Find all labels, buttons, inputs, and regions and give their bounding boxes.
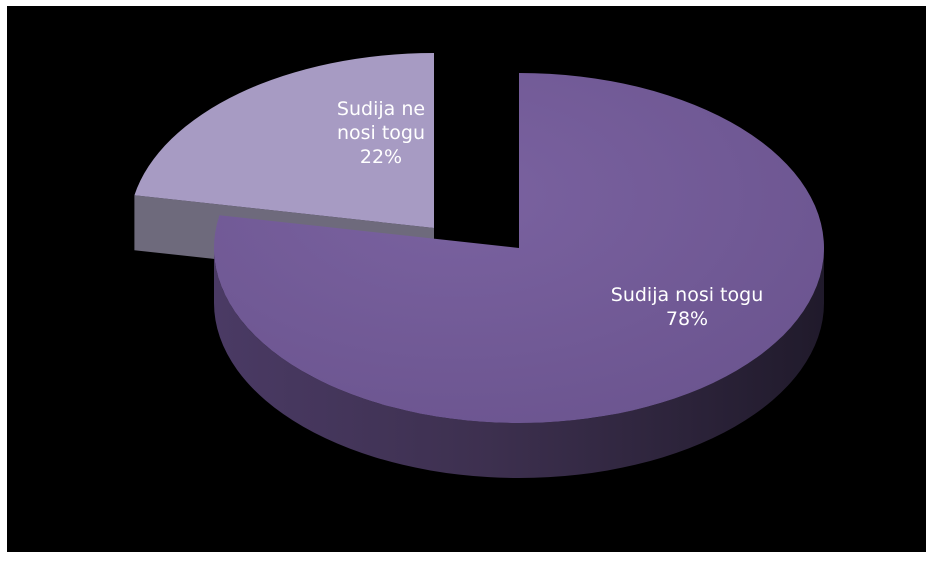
- pie-slice: [214, 73, 825, 478]
- data-label: Sudija nosi togu: [611, 284, 763, 306]
- pie-slice-top: [214, 73, 825, 423]
- data-label: Sudija ne: [337, 98, 425, 120]
- pie-slice-side: [214, 248, 824, 478]
- data-label: 78%: [666, 308, 708, 330]
- data-label: nosi togu: [337, 122, 425, 144]
- pie-slice-top: [134, 52, 434, 229]
- data-label: 22%: [360, 146, 402, 168]
- chart-area: Sudija nosi togu 78% Sudija ne nosi togu 22%: [7, 6, 926, 552]
